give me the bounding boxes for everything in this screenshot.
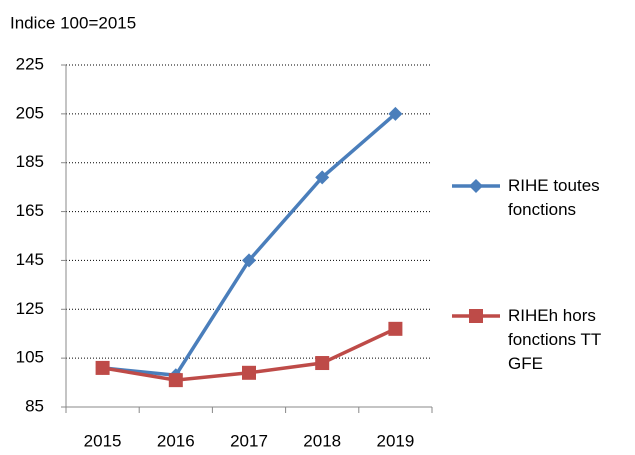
y-tick-label: 85 <box>25 396 44 415</box>
x-tick-label: 2019 <box>376 431 414 450</box>
y-tick-label: 225 <box>16 54 44 73</box>
y-tick-label: 145 <box>16 250 44 269</box>
data-point <box>242 253 256 268</box>
legend-label: RIHE toutes fonctions <box>508 176 600 219</box>
legend-label: RIHEh hors fonctions TT GFE <box>508 306 601 373</box>
series-line <box>102 112 397 378</box>
data-point <box>95 360 110 375</box>
data-point <box>388 106 403 121</box>
x-tick-label: 2016 <box>157 431 195 450</box>
y-tick-label: 185 <box>16 152 44 171</box>
y-tick-label: 125 <box>16 299 44 318</box>
y-tick-label: 205 <box>16 103 44 122</box>
x-tick-label: 2017 <box>230 431 268 450</box>
data-point <box>388 321 403 336</box>
legend-marker <box>469 179 483 193</box>
data-point <box>242 365 256 380</box>
data-point <box>315 170 330 185</box>
x-tick-label: 2018 <box>303 431 341 450</box>
x-tick-label: 2015 <box>84 431 122 450</box>
data-point <box>315 356 330 371</box>
y-tick-label: 165 <box>16 201 44 220</box>
data-point <box>168 373 183 388</box>
legend-marker <box>469 309 483 323</box>
y-tick-label: 105 <box>16 348 44 367</box>
y-axis-title: Indice 100=2015 <box>10 13 136 32</box>
